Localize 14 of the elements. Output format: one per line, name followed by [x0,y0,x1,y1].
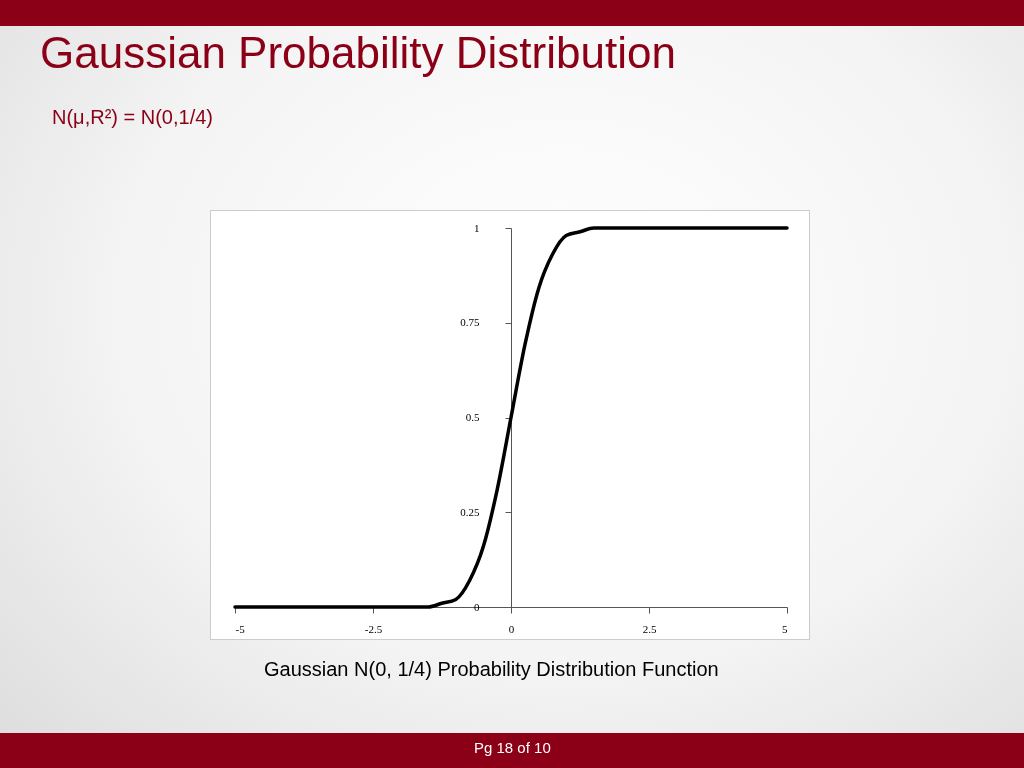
text: Pg 18 of 10 [474,739,551,756]
y-tick-label: 1 [474,221,480,234]
y-tick-label: 0 [474,600,480,613]
x-tick-label: 5 [782,622,788,635]
x-tick-label: 2.5 [642,622,657,635]
y-tick-label: 0.5 [465,411,480,423]
y-tick-label: 0.25 [460,505,480,518]
x-tick-label: -2.5 [364,622,383,635]
x-tick-label: 0 [508,622,515,635]
text: Gaussian N(0, 1/4) Probability Distribution Function [264,658,719,681]
chart-subtitle: N(μ,R²) = N(0,1/4) [52,106,213,129]
x-tick-label: -5 [235,622,246,635]
chart-title: Gaussian Probability Distribution [40,28,676,78]
y-tick-label: 0.75 [460,316,480,329]
